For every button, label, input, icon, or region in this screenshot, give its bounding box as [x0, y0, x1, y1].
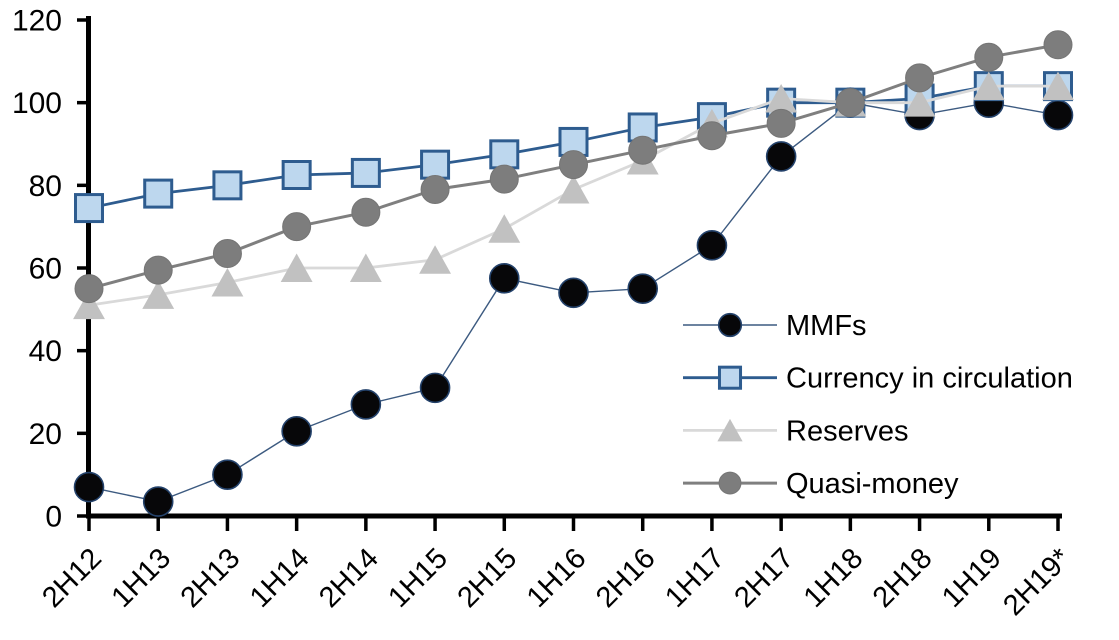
x-tick-label: 2H19*: [997, 542, 1077, 622]
data-point-quasi-money: [766, 108, 796, 138]
data-point-reserves: [557, 174, 590, 204]
data-point-mmfs: [696, 229, 728, 261]
data-point-mmfs: [212, 459, 243, 490]
x-tick-label: 2H17: [728, 542, 800, 614]
data-point-mmfs: [558, 277, 589, 309]
legend-marker: [718, 471, 742, 495]
data-point-reserves: [211, 267, 244, 297]
x-tick-label: 1H18: [798, 542, 870, 614]
x-tick-label: 1H16: [521, 542, 593, 614]
data-point-quasi-money: [212, 239, 242, 269]
x-tick-label: 1H15: [382, 542, 454, 614]
data-point-quasi-money: [1043, 30, 1073, 60]
data-point-reserves: [142, 280, 175, 309]
x-tick-label: 2H13: [175, 542, 247, 614]
data-point-reserves: [73, 290, 105, 320]
data-point-mmfs: [73, 471, 105, 503]
legend-item-quasi-money: Quasi-money: [683, 468, 959, 500]
data-point-mmfs: [281, 415, 312, 447]
legend-item-currency-in-circulation: Currency in circulation: [683, 363, 1073, 395]
y-tick-label: 40: [29, 335, 62, 368]
data-point-mmfs: [419, 372, 451, 404]
data-point-reserves: [903, 88, 936, 117]
data-point-reserves: [349, 253, 382, 282]
x-tick-label: 2H18: [867, 542, 939, 614]
legend-label: Reserves: [786, 415, 909, 447]
data-point-quasi-money: [351, 197, 381, 227]
data-point-quasi-money: [282, 212, 312, 242]
y-tick-label: 60: [29, 253, 62, 286]
data-point-currency-in-circulation: [74, 193, 104, 224]
data-point-currency-in-circulation: [281, 160, 312, 190]
x-tick-label: 2H14: [313, 542, 385, 614]
legend-label: MMFs: [786, 310, 867, 342]
data-point-quasi-money: [74, 274, 104, 304]
data-point-quasi-money: [835, 88, 865, 118]
data-point-quasi-money: [489, 164, 519, 194]
x-tick-label: 1H17: [659, 542, 731, 614]
y-tick-label: 80: [29, 170, 62, 203]
data-point-mmfs: [142, 486, 174, 517]
data-point-quasi-money: [697, 121, 727, 151]
legend-label: Currency in circulation: [786, 363, 1073, 395]
series-layer: [73, 30, 1074, 517]
data-point-reserves: [419, 245, 452, 274]
data-point-mmfs: [350, 389, 382, 420]
data-point-currency-in-circulation: [350, 157, 381, 188]
x-tick-label: 1H14: [244, 542, 316, 614]
legend-item-mmfs: MMFs: [683, 310, 867, 342]
data-point-currency-in-circulation: [489, 139, 520, 170]
data-point-currency-in-circulation: [212, 170, 243, 201]
y-tick-label: 20: [29, 418, 62, 451]
data-point-mmfs: [765, 141, 797, 172]
data-point-reserves: [1042, 71, 1074, 101]
x-tick-label: 1H13: [106, 542, 178, 614]
x-tick-label: 1H19: [936, 542, 1008, 614]
data-point-mmfs: [1042, 99, 1074, 131]
data-point-quasi-money: [628, 135, 658, 165]
y-tick-label: 100: [12, 87, 62, 120]
y-tick-label: 120: [12, 5, 62, 38]
data-point-currency-in-circulation: [143, 178, 174, 209]
data-point-currency-in-circulation: [420, 149, 451, 180]
axes: [77, 16, 1062, 531]
data-point-quasi-money: [559, 150, 588, 180]
legend-label: Quasi-money: [786, 468, 959, 500]
x-tick-label: 2H16: [590, 542, 662, 614]
x-tick-label: 2H12: [36, 542, 108, 614]
data-point-reserves: [280, 253, 313, 282]
data-point-reserves: [972, 71, 1005, 101]
data-point-quasi-money: [905, 63, 935, 93]
legend-marker: [717, 418, 743, 442]
data-point-quasi-money: [974, 42, 1004, 72]
legend-item-reserves: Reserves: [683, 415, 909, 447]
data-point-quasi-money: [143, 255, 173, 285]
legend-marker: [717, 365, 743, 390]
legend: MMFs Currency in circulation Reserves Quasi…: [683, 310, 1073, 500]
y-tick-label: 0: [45, 501, 62, 534]
data-point-quasi-money: [420, 174, 450, 204]
data-point-reserves: [488, 214, 521, 243]
legend-marker: [717, 312, 743, 338]
data-point-mmfs: [627, 273, 659, 304]
x-tick-label: 2H15: [452, 542, 524, 614]
data-point-mmfs: [488, 263, 520, 294]
